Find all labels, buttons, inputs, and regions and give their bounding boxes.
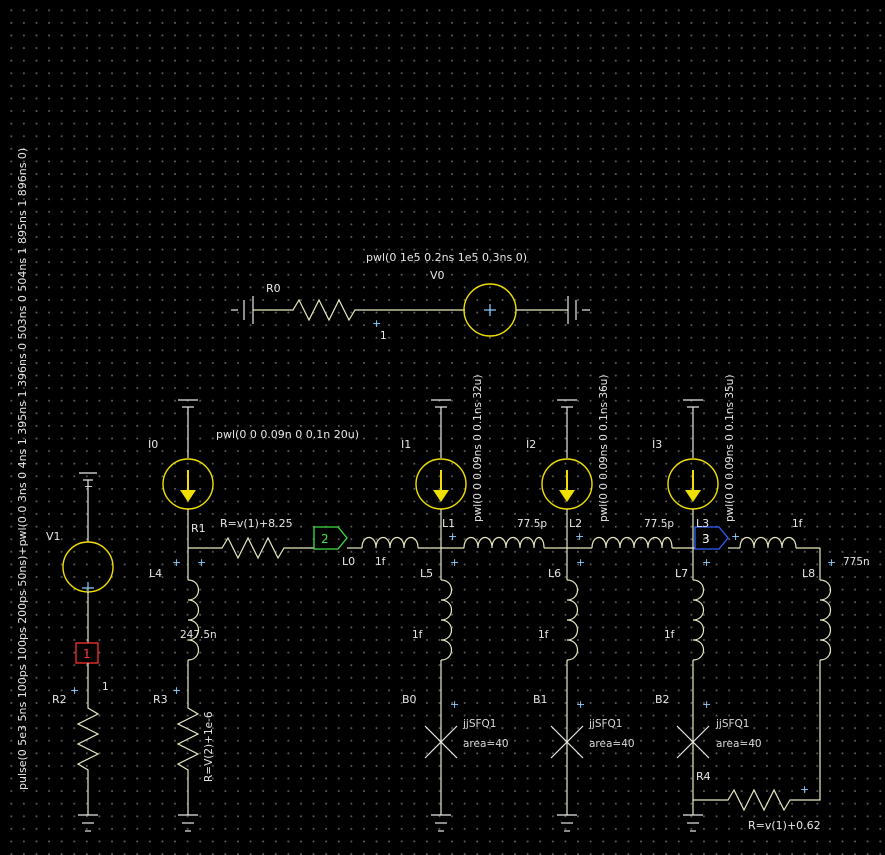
b2-label: B2: [655, 693, 670, 706]
b0-label: B0: [402, 693, 417, 706]
b1-model: jjSFQ1: [588, 718, 622, 730]
b2-plus-sign: +: [702, 698, 711, 711]
v0-expression: pwl(0 1e5 0.2ns 1e5 0.3ns 0): [366, 251, 527, 264]
b1-josephson-junction[interactable]: [550, 725, 584, 832]
i1-expression: pwl(0 0 0.09ns 0 0.1ns 32u): [472, 375, 484, 522]
l7-plus-sign: +: [702, 556, 711, 569]
l3-value: 1f: [792, 518, 803, 530]
r1-resistor[interactable]: [188, 536, 314, 560]
l3-label: L3: [696, 517, 709, 530]
l6-inductor[interactable]: [566, 579, 579, 815]
r1-plus-sign: +: [197, 556, 206, 569]
port-3-marker[interactable]: 3: [694, 526, 729, 550]
l6-plus-sign: +: [576, 556, 585, 569]
l7-inductor[interactable]: [692, 579, 705, 815]
r4-plus-sign: +: [800, 783, 809, 796]
i1-label: I1: [401, 438, 411, 451]
i2-current-source[interactable]: [541, 399, 593, 580]
b0-area: area=40: [463, 738, 509, 750]
b1-area: area=40: [589, 738, 635, 750]
svg-text:1: 1: [83, 647, 91, 661]
l0-inductor[interactable]: [347, 536, 464, 549]
r4-resistor[interactable]: [693, 660, 821, 812]
port-1-marker[interactable]: 1: [75, 642, 99, 664]
r0-node-label: 1: [380, 330, 387, 342]
r2-label: R2: [52, 693, 67, 706]
r3-resistor[interactable]: [176, 700, 200, 832]
r3-value: R=V(2)+1e-6: [203, 711, 215, 782]
b1-plus-sign: +: [576, 698, 585, 711]
v1-source-expression: pulse(0 5e3 5ns 100ps 100ps 200ps 50ns)+…: [16, 148, 29, 790]
r0-resistor[interactable]: [231, 296, 465, 324]
i3-current-source[interactable]: [667, 399, 719, 580]
svg-text:3: 3: [702, 532, 710, 546]
l0-label: L0: [342, 555, 355, 568]
r3-plus-sign: +: [172, 684, 181, 697]
i0-label: I0: [148, 438, 158, 451]
l1-value: 77.5p: [517, 518, 547, 530]
l5-value: 1f: [412, 629, 423, 641]
v0-label: V0: [430, 269, 445, 282]
l5-plus-sign: +: [450, 556, 459, 569]
l0-value: 1f: [375, 556, 386, 568]
l8-inductor[interactable]: [819, 548, 832, 661]
b2-area: area=40: [716, 738, 762, 750]
l1-inductor[interactable]: [463, 536, 592, 549]
l2-value: 77.5p: [644, 518, 674, 530]
l1-plus-sign: +: [448, 530, 457, 543]
l7-label: L7: [675, 567, 688, 580]
i2-label: I2: [526, 438, 536, 451]
b2-josephson-junction[interactable]: [676, 725, 710, 832]
r2-node-label: 1: [102, 681, 109, 693]
i0-current-source[interactable]: [162, 399, 214, 580]
i2-expression: pwl(0 0 0.09ns 0 0.1ns 36u): [598, 375, 610, 522]
l3-inductor[interactable]: [728, 536, 820, 549]
l8-value: 775n: [843, 556, 870, 568]
l8-label: L8: [802, 567, 815, 580]
l7-value: 1f: [664, 629, 675, 641]
l5-label: L5: [420, 567, 433, 580]
i0-expression: pwl(0 0 0.09n 0 0.1n 20u): [216, 428, 359, 441]
r1-value: R=v(1)+8.25: [220, 517, 293, 530]
r2-plus-sign: +: [70, 684, 79, 697]
r1-label: R1: [191, 522, 206, 535]
r0-plus-sign: +: [372, 317, 381, 330]
l4-value: 247.5n: [180, 629, 217, 641]
b0-model: jjSFQ1: [462, 718, 496, 730]
l6-label: L6: [548, 567, 561, 580]
l4-label: L4: [149, 567, 162, 580]
i3-label: I3: [652, 438, 662, 451]
l4-inductor[interactable]: [187, 579, 200, 700]
l2-label: L2: [569, 517, 582, 530]
b2-model: jjSFQ1: [715, 718, 749, 730]
v0-voltage-source[interactable]: [463, 283, 590, 337]
i3-expression: pwl(0 0 0.09ns 0 0.1ns 35u): [724, 375, 736, 522]
l8-plus-sign: +: [827, 556, 836, 569]
l2-plus-sign: +: [575, 530, 584, 543]
svg-text:2: 2: [321, 532, 329, 546]
b0-plus-sign: +: [450, 698, 459, 711]
l2-inductor[interactable]: [591, 536, 695, 549]
r3-label: R3: [153, 693, 168, 706]
i1-current-source[interactable]: [415, 399, 467, 580]
v1-voltage-source[interactable]: −: [62, 472, 114, 643]
port-2-marker[interactable]: 2: [313, 526, 348, 550]
l4-plus-sign: +: [172, 556, 181, 569]
l5-inductor[interactable]: [440, 579, 453, 815]
l1-label: L1: [442, 517, 455, 530]
r2-resistor[interactable]: [76, 663, 100, 832]
b1-label: B1: [533, 693, 548, 706]
r0-label: R0: [266, 282, 281, 295]
svg-text:−: −: [84, 480, 93, 493]
r4-label: R4: [696, 770, 711, 783]
v1-label: V1: [46, 530, 61, 543]
b0-josephson-junction[interactable]: [424, 725, 458, 832]
l6-value: 1f: [538, 629, 549, 641]
r4-value: R=v(1)+0.62: [748, 819, 821, 832]
l3-plus-sign: +: [731, 530, 740, 543]
